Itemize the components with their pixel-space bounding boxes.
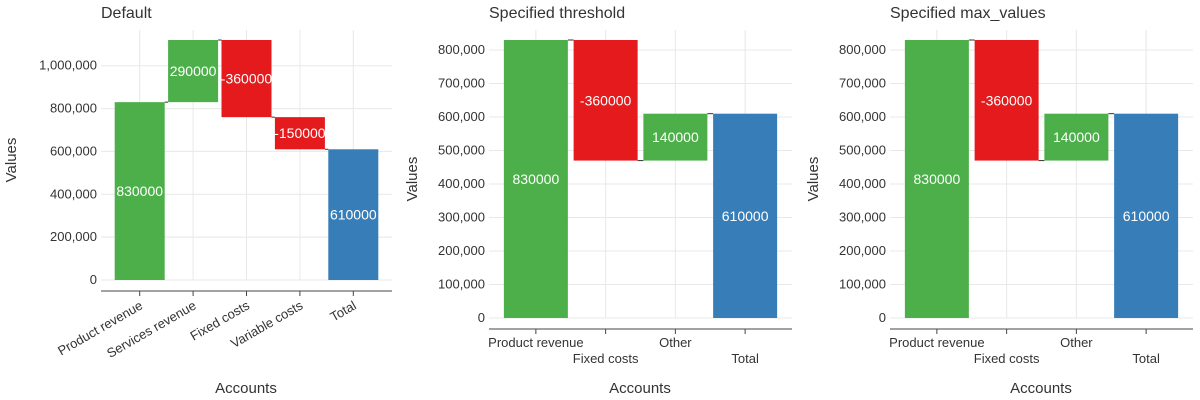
bar-total [713,113,778,319]
y-tick-label: 200,000 [839,243,886,258]
bar-fixed-costs [221,40,272,118]
bar-total [328,149,379,280]
y-tick-label: 200,000 [438,243,485,258]
chart-title: Default [101,5,152,22]
y-tick-label: 800,000 [839,42,886,57]
y-tick-label: 500,000 [839,143,886,158]
y-axis-label: Values [805,157,822,202]
y-tick-label: 700,000 [438,76,485,91]
chart-title: Specified max_values [890,5,1046,22]
x-axis-label: Accounts [1010,380,1072,397]
bar-product-revenue [503,40,568,318]
chart-3: Specified max_values 0 100,000 200,000 300,0… [805,5,1193,397]
bar-value-label: -360000 [221,71,273,87]
y-tick-label: 600,000 [438,109,485,124]
y-tick-label: 600,000 [50,143,97,158]
y-tick-label: 600,000 [839,109,886,124]
y-tick-label: 800,000 [50,101,97,116]
bar-value-label: -150000 [274,125,326,141]
y-tick-label: 200,000 [50,229,97,244]
y-axis-label: Values [404,157,421,202]
y-tick-label: 0 [879,310,886,325]
bar-value-label: 140000 [1053,129,1100,145]
y-tick-label: 800,000 [438,42,485,57]
bar-value-label: 830000 [914,171,961,187]
bar-value-label: 610000 [330,207,377,223]
bar-other [1044,113,1109,161]
bar-other [643,113,708,161]
bar-variable-costs [274,117,325,150]
bar-product-revenue [114,102,165,281]
chart-1: Default 0 200,000 400,000 600,000 800,000 1,00… [3,5,392,397]
y-tick-label: 100,000 [438,277,485,292]
bar-value-label: 610000 [722,208,769,224]
chart-2: Specified threshold 0 100,000 200,000 300,00… [404,5,792,397]
x-tick-label: Other [1060,335,1093,350]
x-tick-label: Total [328,298,359,325]
y-tick-label: 400,000 [50,186,97,201]
x-tick-label: Product revenue [488,335,583,350]
y-tick-label: 400,000 [438,176,485,191]
bar-total [1114,113,1179,319]
y-tick-label: 300,000 [438,210,485,225]
x-tick-label: Total [1132,351,1160,366]
y-tick-label: 500,000 [438,143,485,158]
y-tick-label: 0 [90,272,97,287]
bar-value-label: 830000 [116,183,163,199]
chart-title: Specified threshold [489,5,625,22]
y-tick-label: 700,000 [839,76,886,91]
y-tick-label: 400,000 [839,176,886,191]
bar-fixed-costs [573,40,638,161]
bar-value-label: 290000 [170,63,217,79]
x-tick-label: Total [731,351,759,366]
bar-services-revenue [168,40,219,103]
x-tick-label: Services revenue [104,298,198,361]
bar-value-label: 140000 [652,129,699,145]
bar-product-revenue [904,40,969,318]
bar-value-label: -360000 [580,92,632,108]
y-tick-label: 300,000 [839,210,886,225]
y-tick-label: 100,000 [839,277,886,292]
x-axis-label: Accounts [215,380,277,397]
bar-value-label: 610000 [1123,208,1170,224]
bar-fixed-costs [974,40,1039,161]
bar-value-label: -360000 [981,92,1033,108]
bar-value-label: 830000 [513,171,560,187]
x-tick-label: Other [659,335,692,350]
x-tick-label: Product revenue [889,335,984,350]
y-axis-label: Values [3,138,20,183]
y-tick-label: 0 [478,310,485,325]
x-tick-label: Fixed costs [974,351,1040,366]
y-tick-label: 1,000,000 [39,58,97,73]
x-tick-label: Fixed costs [573,351,639,366]
x-axis-label: Accounts [609,380,671,397]
